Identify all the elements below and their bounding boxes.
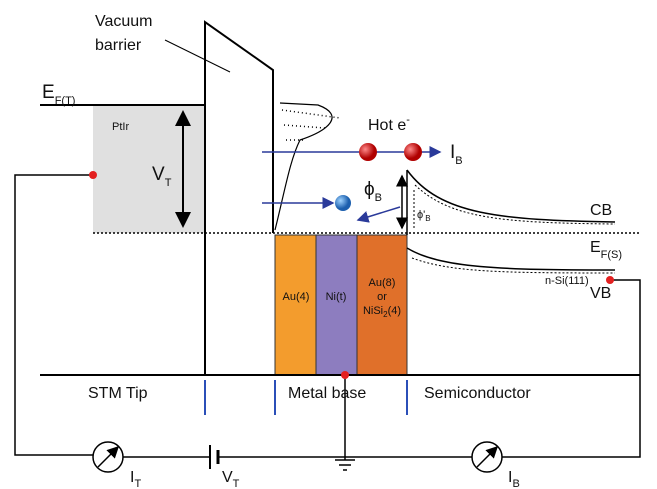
dot	[606, 276, 614, 284]
label: Hot e-	[368, 114, 410, 134]
label-part: V	[222, 469, 233, 486]
curve	[407, 248, 615, 270]
label-part: B	[375, 192, 382, 204]
page: Vacuum barrier EF(T) PtIr VT Hot e- IB ϕ…	[0, 0, 657, 489]
label-part: F(T)	[55, 95, 76, 107]
curve	[407, 170, 615, 222]
dot	[404, 143, 422, 161]
label: VT	[222, 469, 240, 489]
label: Au(8)	[369, 277, 396, 289]
label-part: E	[590, 239, 601, 256]
label: STM Tip	[88, 385, 148, 402]
line	[165, 40, 230, 72]
dot	[359, 143, 377, 161]
label-part: B	[512, 478, 519, 489]
label-part: T	[233, 478, 240, 489]
label-part: E	[42, 82, 55, 103]
line	[358, 207, 400, 220]
label: IT	[130, 469, 141, 489]
label: NiSi2(4)	[363, 305, 401, 319]
dot	[335, 195, 351, 211]
label-part: ϕ'	[417, 209, 425, 221]
label: EF(S)	[590, 239, 622, 261]
label: Vacuum	[95, 13, 153, 30]
label: IB	[450, 142, 463, 167]
dot	[89, 171, 97, 179]
curve	[415, 185, 615, 224]
layer-box	[275, 235, 316, 375]
label: Semiconductor	[424, 385, 531, 402]
label: ϕ'B	[417, 209, 431, 223]
label: Au(4)	[283, 291, 310, 303]
label: IB	[508, 469, 520, 489]
layer-box	[93, 105, 205, 233]
wire	[205, 22, 273, 375]
diagram: Vacuum barrier EF(T) PtIr VT Hot e- IB ϕ…	[0, 0, 657, 489]
wire	[15, 175, 93, 455]
label: ϕB	[364, 179, 382, 204]
label-part: F(S)	[601, 249, 622, 261]
label-part: NiSi	[363, 305, 383, 317]
label: VB	[590, 285, 611, 302]
label: barrier	[95, 37, 142, 54]
curve	[275, 103, 332, 230]
label-part: ϕ	[364, 179, 375, 200]
wire	[502, 280, 640, 457]
label-part: Hot e	[368, 117, 406, 134]
label: EF(T)	[42, 82, 75, 107]
label-part: -	[406, 114, 410, 126]
label: or	[377, 291, 387, 303]
label-part: B	[455, 155, 462, 167]
label: Metal base	[288, 385, 366, 402]
label-part: T	[134, 478, 141, 489]
dot	[341, 371, 349, 379]
label-part: V	[152, 164, 165, 185]
label-part: (4)	[388, 305, 401, 317]
label: CB	[590, 202, 612, 219]
label-part: B	[425, 214, 430, 223]
label-part: T	[165, 177, 172, 189]
label: PtIr	[112, 121, 129, 133]
layer-box	[316, 235, 357, 375]
label: n-Si(111)	[545, 275, 589, 287]
label: Ni(t)	[326, 291, 347, 303]
